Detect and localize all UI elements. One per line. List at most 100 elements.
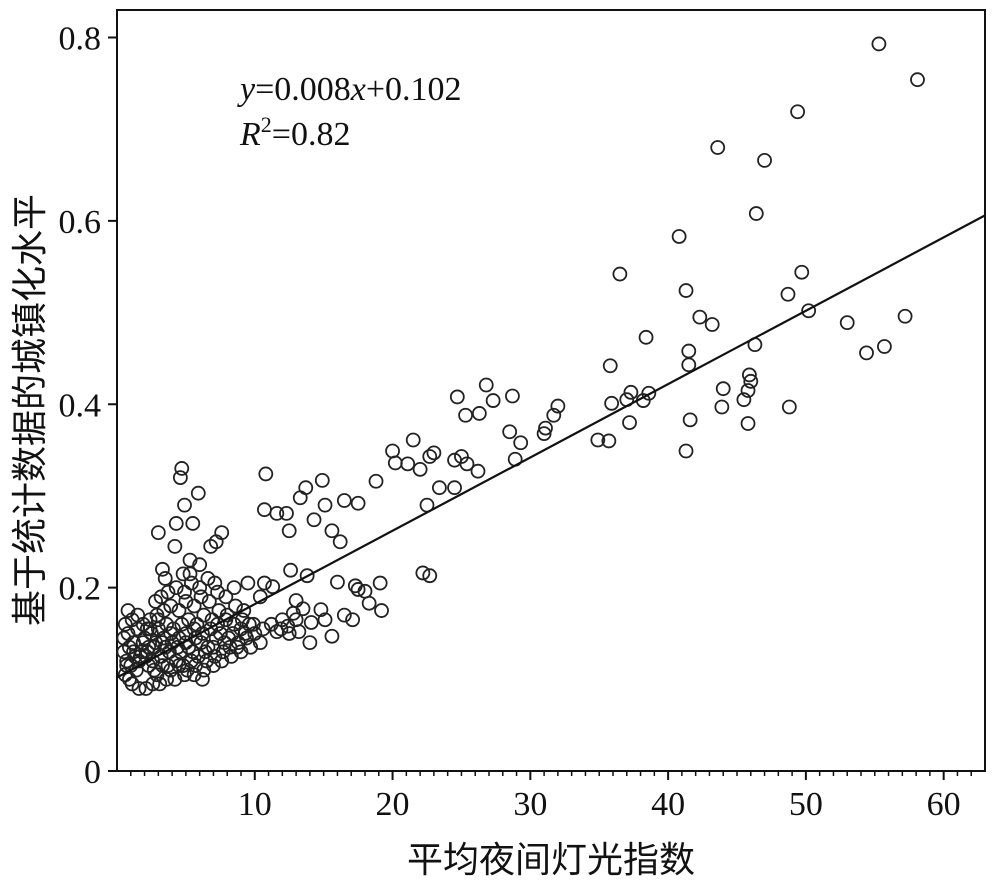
data-point bbox=[174, 471, 187, 484]
data-point bbox=[192, 487, 205, 500]
data-point bbox=[459, 409, 472, 422]
data-point bbox=[872, 37, 885, 50]
data-point bbox=[316, 474, 329, 487]
data-point bbox=[682, 345, 695, 358]
data-point bbox=[280, 507, 293, 520]
data-point bbox=[758, 154, 771, 167]
data-point bbox=[170, 517, 183, 530]
r-squared-base: R bbox=[239, 116, 261, 153]
data-point bbox=[319, 499, 332, 512]
data-point bbox=[613, 268, 626, 281]
r-squared-label: R2=0.82 bbox=[239, 112, 350, 153]
data-point bbox=[684, 413, 697, 426]
x-tick-label: 30 bbox=[513, 786, 547, 823]
data-point bbox=[717, 382, 730, 395]
data-point bbox=[325, 524, 338, 537]
data-point bbox=[290, 594, 303, 607]
data-point bbox=[514, 436, 527, 449]
data-point bbox=[693, 311, 706, 324]
trendline bbox=[117, 215, 985, 677]
y-tick-label: 0 bbox=[84, 754, 101, 791]
data-point bbox=[294, 491, 307, 504]
data-point bbox=[308, 513, 321, 526]
data-point bbox=[860, 346, 873, 359]
data-point bbox=[506, 390, 519, 403]
data-point bbox=[241, 577, 254, 590]
data-point bbox=[228, 581, 241, 594]
data-point bbox=[899, 310, 912, 323]
y-axis: 0 0.2 0.4 0.6 0.8 bbox=[59, 21, 118, 791]
data-point bbox=[283, 524, 296, 537]
data-point bbox=[401, 457, 414, 470]
data-point bbox=[791, 105, 804, 118]
data-point bbox=[284, 564, 297, 577]
data-point bbox=[178, 499, 191, 512]
y-tick-label: 0.4 bbox=[59, 387, 102, 424]
data-point bbox=[471, 465, 484, 478]
data-point bbox=[680, 284, 693, 297]
x-tick-label: 10 bbox=[238, 786, 272, 823]
equation-y-var: y bbox=[237, 71, 256, 108]
data-point bbox=[407, 434, 420, 447]
data-point bbox=[750, 207, 763, 220]
data-point bbox=[682, 358, 695, 371]
data-point bbox=[742, 417, 755, 430]
regression-equation: y=0.008x+0.102 bbox=[237, 71, 462, 108]
data-point bbox=[715, 401, 728, 414]
data-point bbox=[623, 416, 636, 429]
y-tick-label: 0.6 bbox=[59, 204, 102, 241]
data-point bbox=[258, 503, 271, 516]
data-point bbox=[433, 481, 446, 494]
data-point bbox=[152, 526, 165, 539]
y-tick-label: 0.8 bbox=[59, 21, 102, 58]
data-point bbox=[375, 604, 388, 617]
data-point bbox=[325, 630, 338, 643]
data-point bbox=[168, 540, 181, 553]
data-point bbox=[673, 230, 686, 243]
data-point bbox=[305, 616, 318, 629]
y-axis-title: 基于统计数据的城镇化水平 bbox=[10, 194, 51, 626]
data-point bbox=[706, 318, 719, 331]
trendline-group bbox=[117, 215, 985, 677]
scatter-chart: 0 0.2 0.4 0.6 0.8 10 20 30 40 50 60 y=0.008x+0.10… bbox=[0, 0, 1000, 884]
data-point bbox=[783, 401, 796, 414]
data-point bbox=[159, 572, 172, 585]
equation-intercept: +0.102 bbox=[366, 71, 462, 108]
data-point bbox=[605, 397, 618, 410]
data-point bbox=[451, 390, 464, 403]
data-point bbox=[303, 636, 316, 649]
data-point bbox=[680, 445, 693, 458]
data-point bbox=[363, 597, 376, 610]
data-point bbox=[795, 266, 808, 279]
data-point bbox=[370, 475, 383, 488]
x-axis: 10 20 30 40 50 60 bbox=[131, 771, 971, 823]
data-point bbox=[487, 394, 500, 407]
data-point bbox=[186, 517, 199, 530]
data-point bbox=[414, 463, 427, 476]
data-point bbox=[258, 577, 271, 590]
data-point bbox=[386, 445, 399, 458]
y-tick-label: 0.2 bbox=[59, 571, 102, 608]
data-point bbox=[448, 481, 461, 494]
data-point bbox=[604, 359, 617, 372]
r-squared-sup: 2 bbox=[261, 112, 272, 137]
r-squared-value: =0.82 bbox=[272, 116, 351, 153]
x-tick-label: 50 bbox=[789, 786, 823, 823]
data-point bbox=[640, 331, 653, 344]
x-tick-label: 40 bbox=[651, 786, 685, 823]
data-point bbox=[374, 577, 387, 590]
data-point bbox=[427, 446, 440, 459]
data-point bbox=[878, 340, 891, 353]
x-tick-label: 20 bbox=[376, 786, 410, 823]
data-point bbox=[338, 494, 351, 507]
data-point bbox=[352, 497, 365, 510]
data-point bbox=[389, 456, 402, 469]
data-point bbox=[781, 288, 794, 301]
equation-slope: =0.008 bbox=[255, 71, 351, 108]
x-axis-title: 平均夜间灯光指数 bbox=[407, 840, 695, 881]
data-point bbox=[711, 141, 724, 154]
data-point bbox=[334, 535, 347, 548]
data-point bbox=[911, 73, 924, 86]
x-tick-label: 60 bbox=[927, 786, 961, 823]
data-points bbox=[117, 37, 924, 695]
